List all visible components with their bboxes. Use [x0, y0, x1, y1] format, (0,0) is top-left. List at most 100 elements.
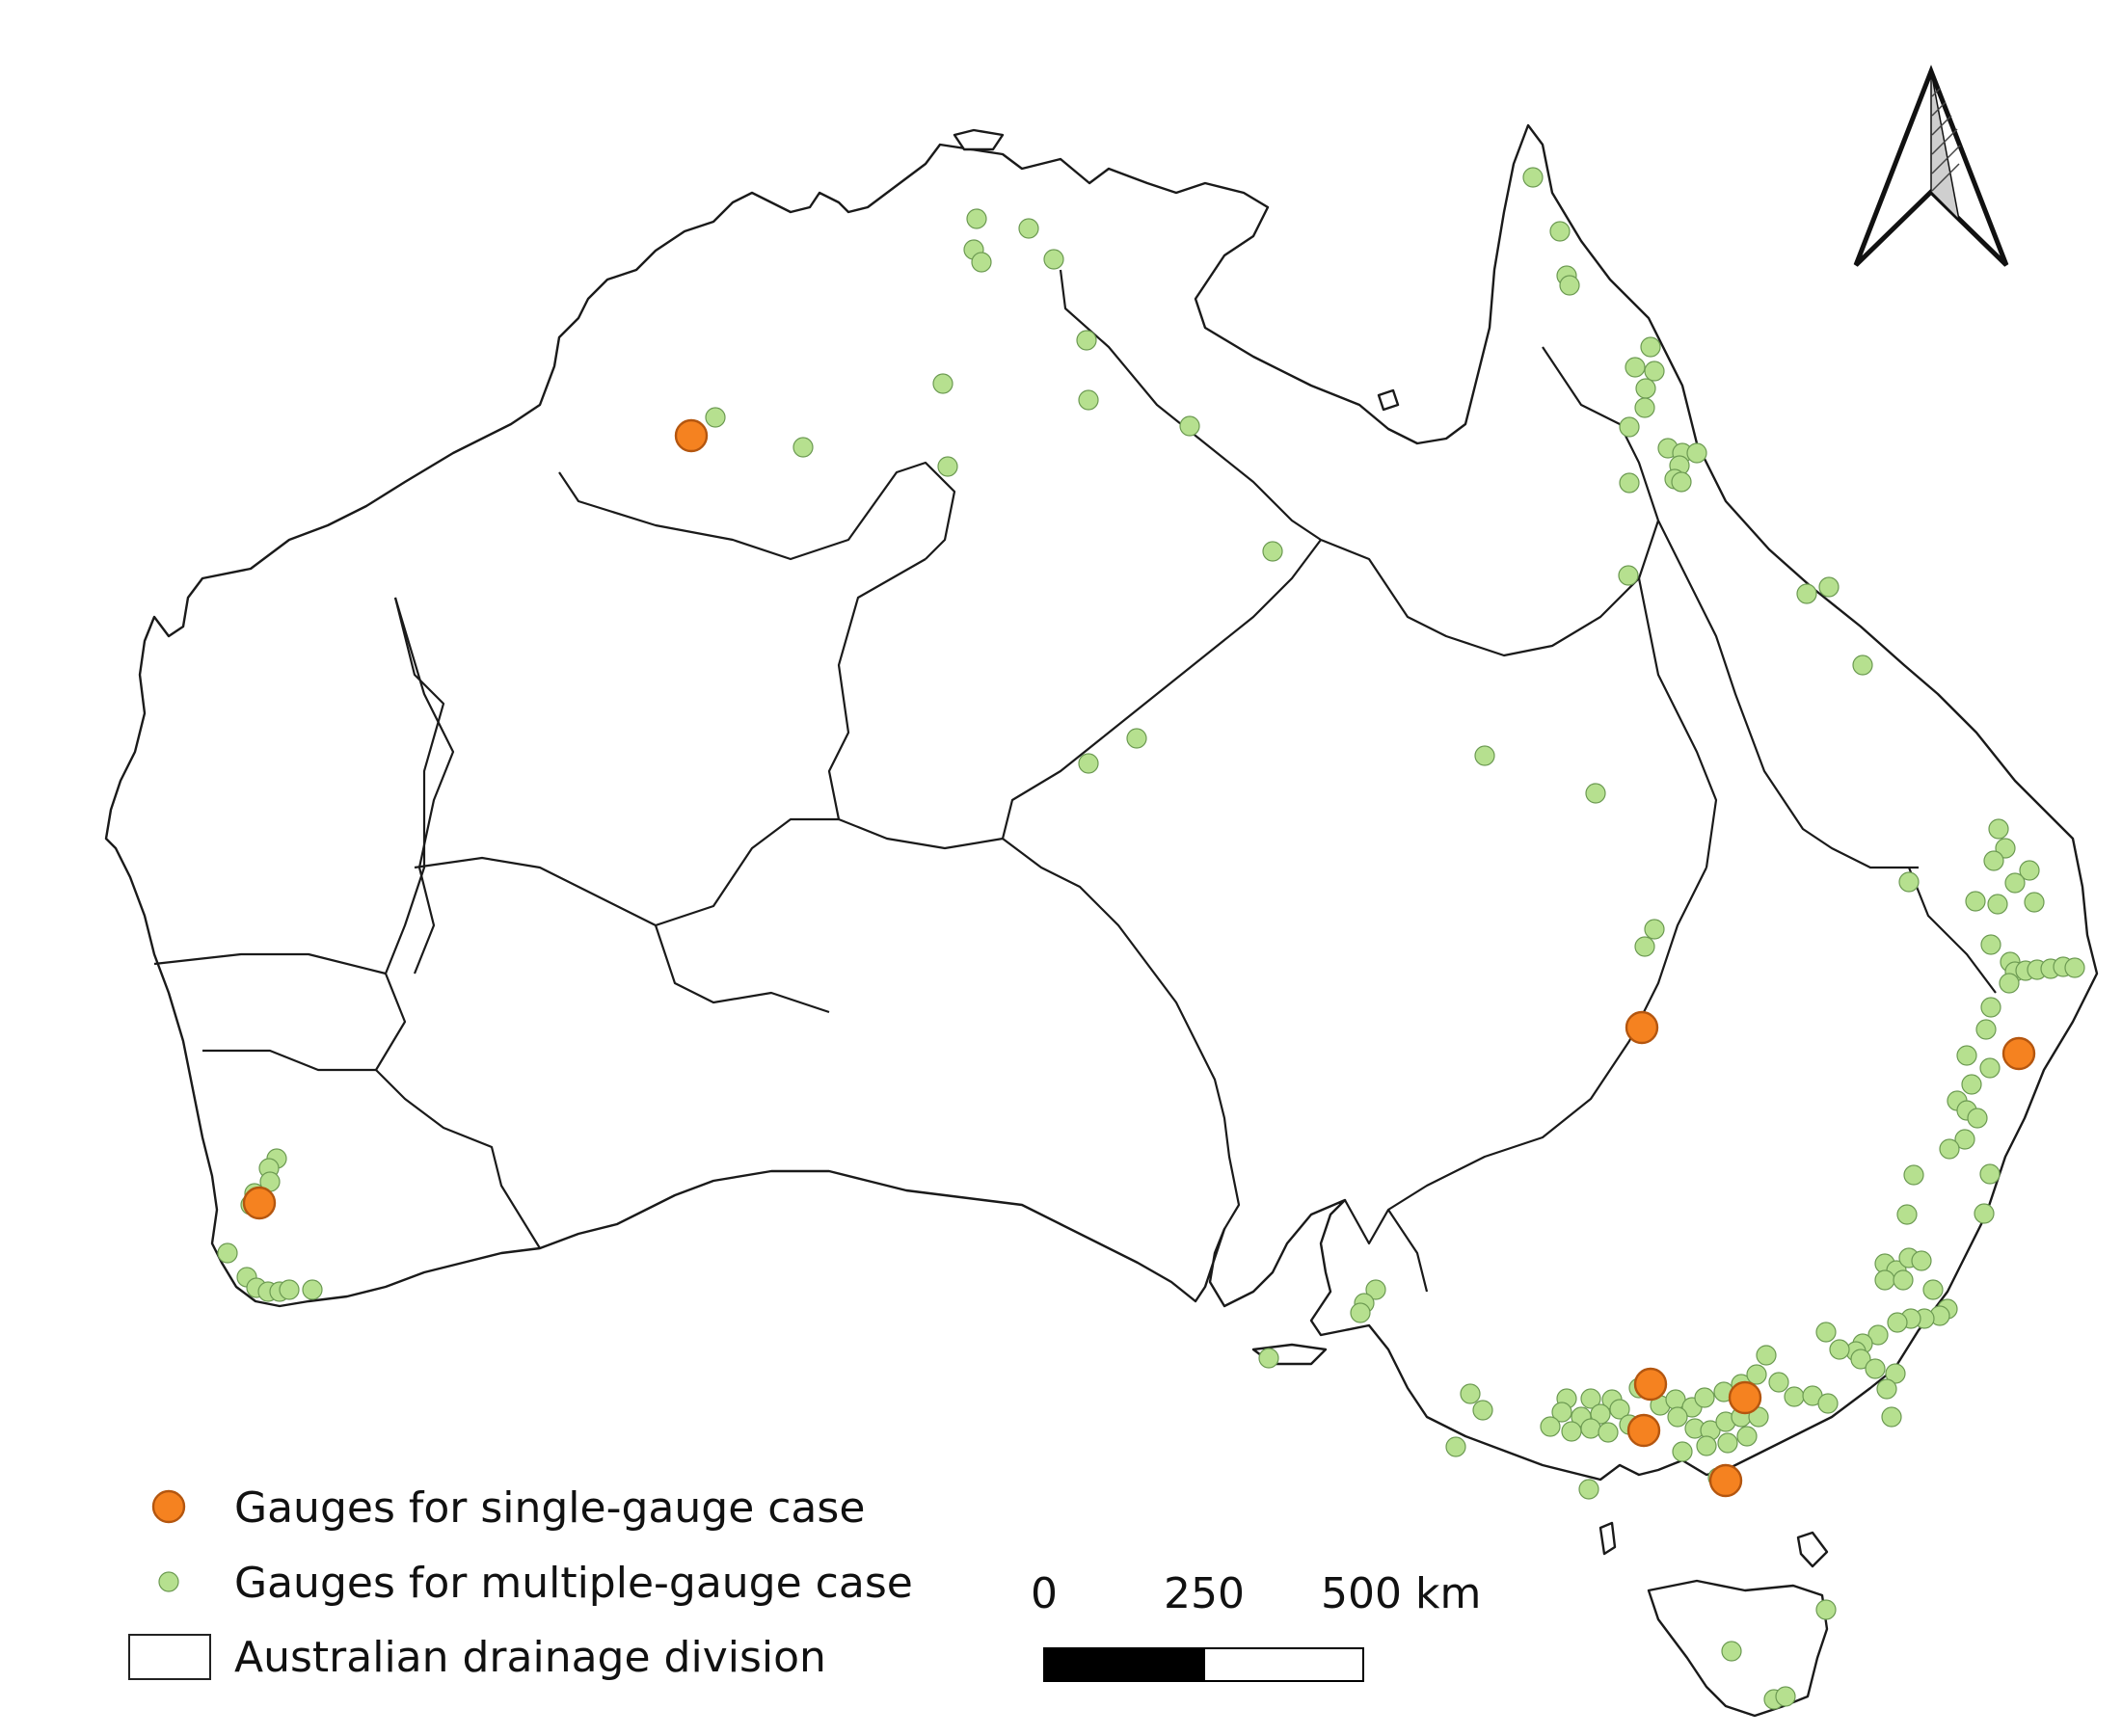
multi-gauge-point: [1460, 1383, 1481, 1404]
multi-gauge-point: [2019, 860, 2040, 881]
multi-gauge-point: [1815, 1599, 1837, 1620]
single-gauge-layer: [242, 418, 2036, 1498]
multi-gauge-point: [1672, 1441, 1693, 1462]
north-arrow-icon: [1853, 65, 2009, 267]
multi-gauge-point: [1578, 1479, 1599, 1500]
multi-gauge-point: [1876, 1378, 1897, 1400]
multi-gauge-point: [937, 456, 958, 477]
multi-gauge-point: [1018, 218, 1039, 239]
multi-gauge-point: [1974, 1203, 1995, 1224]
multi-gauge-point: [1874, 1269, 1895, 1291]
multi-gauge-point: [1625, 357, 1646, 378]
multi-gauge-point: [1721, 1641, 1742, 1662]
multi-gauge-point: [1893, 1269, 1914, 1291]
single-gauge-point: [1633, 1367, 1668, 1402]
legend-division-symbol: [128, 1634, 211, 1680]
multi-gauge-point: [1980, 934, 2001, 955]
single-gauge-point: [2001, 1036, 2036, 1071]
multi-gauge-point: [1881, 1406, 1902, 1428]
single-gauge-point: [242, 1186, 277, 1220]
multi-gauge-point: [1988, 818, 2009, 840]
island-melville: [953, 128, 1005, 151]
multi-gauge-point: [1262, 541, 1283, 562]
multi-gauge-point: [1076, 330, 1097, 351]
multi-gauge-point: [1896, 1204, 1918, 1225]
multi-gauge-point: [1609, 1399, 1630, 1420]
multi-gauge-point: [1635, 378, 1656, 399]
single-gauge-point: [1625, 1010, 1659, 1045]
multi-gauge-point: [279, 1279, 300, 1300]
multi-gauge-point: [1540, 1416, 1561, 1437]
scale-bar-segment-black: [1043, 1647, 1205, 1682]
multi-gauge-point: [1768, 1372, 1789, 1393]
multi-gauge-point: [1784, 1386, 1805, 1407]
multi-gauge-point: [1551, 1402, 1572, 1423]
multi-gauge-point: [1590, 1403, 1611, 1425]
multi-gauge-point: [1885, 1363, 1906, 1384]
multi-gauge-point: [1911, 1250, 1932, 1271]
multi-gauge-point: [1618, 565, 1639, 586]
legend-multi-gauge-symbol: [158, 1571, 179, 1592]
multi-gauge-point: [1559, 275, 1580, 296]
multi-gauge-point: [1619, 472, 1640, 494]
multi-gauge-point: [1829, 1339, 1850, 1360]
multi-gauge-point: [1472, 1400, 1493, 1421]
multi-gauge-point: [705, 407, 726, 428]
multi-gauge-point: [1717, 1432, 1738, 1454]
legend-single-gauge-symbol: [151, 1489, 186, 1524]
multi-gauge-point: [1561, 1421, 1582, 1442]
scale-tick-250: 250: [1164, 1569, 1245, 1618]
multi-gauge-point: [1474, 745, 1495, 766]
multi-gauge-point: [1983, 850, 2004, 871]
legend-multi-gauge-label: Gauges for multiple-gauge case: [234, 1559, 913, 1608]
multi-gauge-point: [1796, 583, 1817, 604]
single-gauge-point: [1626, 1413, 1661, 1448]
multi-gauge-point: [1815, 1322, 1837, 1343]
multi-gauge-point: [1671, 471, 1692, 493]
mainland-outline: [104, 123, 2099, 1482]
multi-gauge-point: [1852, 654, 1873, 676]
multi-gauge-layer: [217, 167, 2085, 1710]
multi-gauge-point: [1350, 1302, 1371, 1323]
multi-gauge-point: [1979, 1057, 2001, 1079]
multi-gauge-point: [1756, 1345, 1777, 1366]
multi-gauge-point: [1999, 973, 2020, 994]
multi-gauge-point: [217, 1242, 238, 1264]
multi-gauge-point: [1818, 576, 1840, 598]
multi-gauge-point: [1939, 1138, 1960, 1160]
multi-gauge-point: [1995, 838, 2016, 859]
multi-gauge-point: [1746, 1364, 1767, 1385]
multi-gauge-point: [1667, 1406, 1688, 1428]
island-groote: [1377, 388, 1400, 412]
multi-gauge-point: [1887, 1312, 1908, 1333]
multi-gauge-point: [1580, 1388, 1601, 1409]
multi-gauge-point: [1865, 1358, 1886, 1379]
multi-gauge-point: [1365, 1279, 1386, 1300]
multi-gauge-point: [1644, 361, 1665, 382]
multi-gauge-point: [1967, 1108, 1988, 1129]
multi-gauge-point: [1580, 1418, 1601, 1439]
multi-gauge-point: [1179, 415, 1200, 437]
multi-gauge-point: [1980, 997, 2001, 1018]
multi-gauge-point: [1585, 783, 1606, 804]
multi-gauge-point: [1644, 919, 1665, 940]
multi-gauge-point: [1686, 442, 1707, 464]
multi-gauge-point: [1867, 1324, 1889, 1346]
multi-gauge-point: [1736, 1426, 1758, 1447]
multi-gauge-point: [1634, 397, 1655, 418]
multi-gauge-point: [1775, 1686, 1796, 1707]
legend: Gauges for single-gauge case Gauges for …: [128, 1483, 913, 1682]
multi-gauge-point: [1694, 1387, 1715, 1408]
multi-gauge-point: [1748, 1406, 1769, 1428]
multi-gauge-point: [1640, 336, 1661, 358]
multi-gauge-point: [302, 1279, 323, 1300]
multi-gauge-point: [2024, 892, 2045, 913]
scale-bar-segment-white: [1203, 1647, 1364, 1682]
single-gauge-point: [1708, 1463, 1743, 1498]
multi-gauge-point: [792, 437, 814, 458]
multi-gauge-point: [1987, 894, 2008, 915]
scale-bar: 0 250 500 km: [1031, 1569, 1481, 1682]
multi-gauge-point: [1922, 1279, 1944, 1300]
multi-gauge-point: [1126, 728, 1147, 749]
